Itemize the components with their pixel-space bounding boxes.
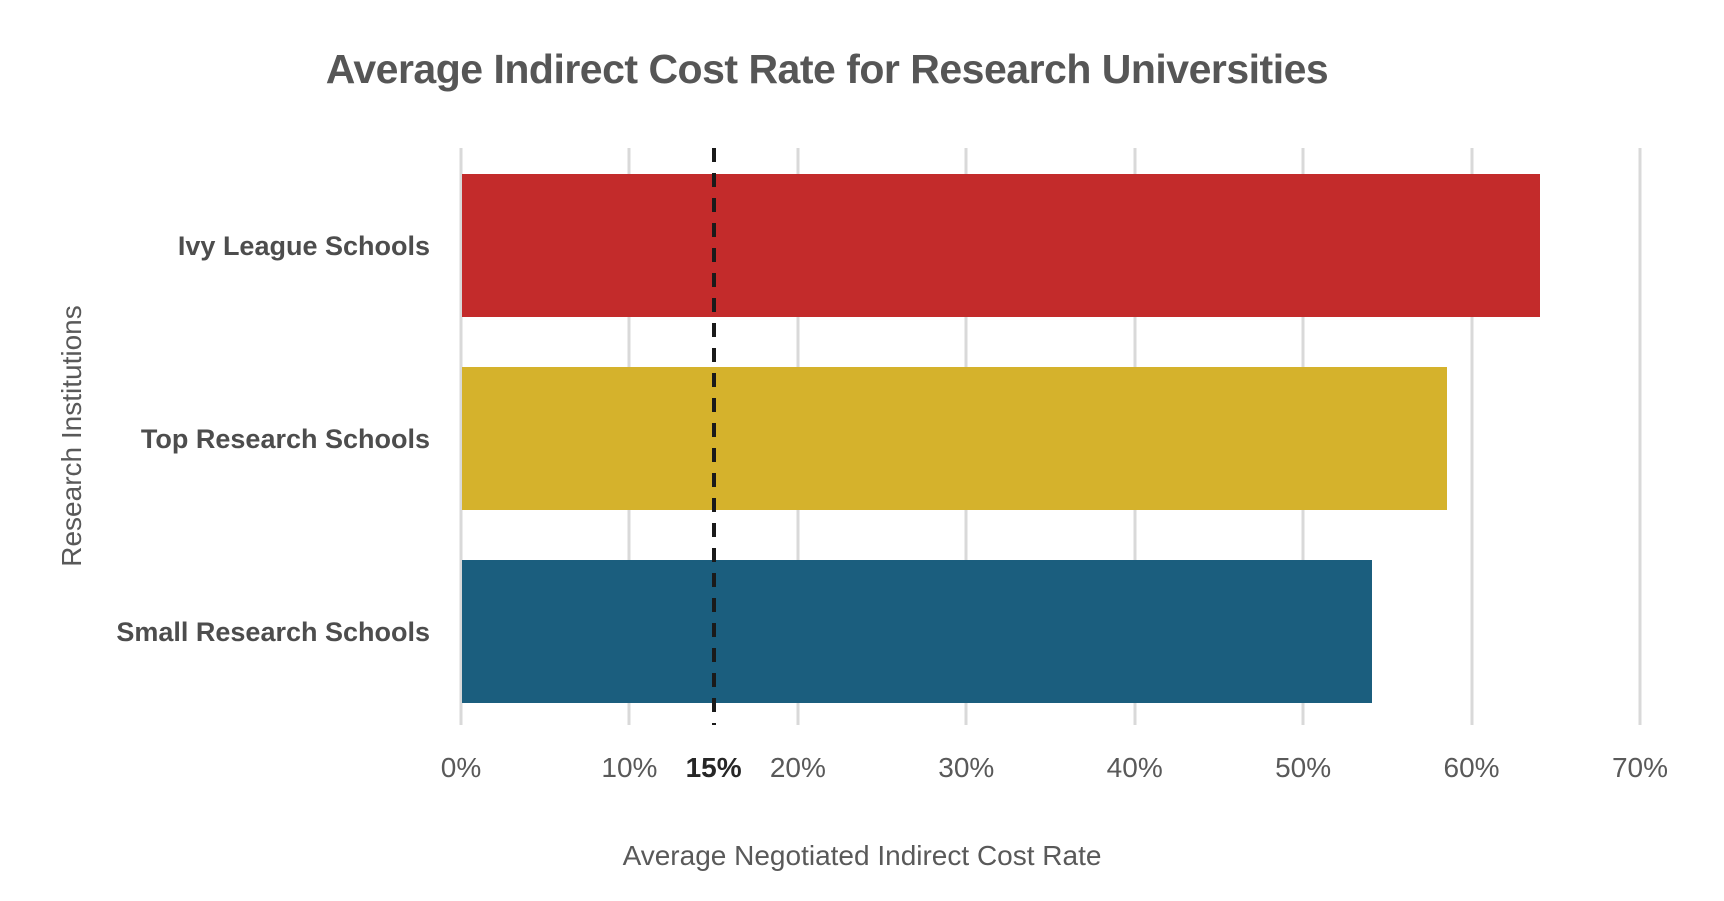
x-ref-tick-label-15pct: 15% bbox=[685, 752, 742, 783]
gridline-70pct bbox=[1638, 148, 1642, 725]
y-category-label-top-research-schools: Top Research Schools bbox=[140, 424, 430, 454]
x-axis-title: Average Negotiated Indirect Cost Rate bbox=[622, 840, 1102, 871]
x-tick-label-40pct: 40% bbox=[1106, 752, 1163, 783]
x-tick-label-50pct: 50% bbox=[1275, 752, 1332, 783]
plot-area bbox=[459, 148, 1642, 725]
x-tick-label-60pct: 60% bbox=[1443, 752, 1500, 783]
x-tick-label-70pct: 70% bbox=[1611, 752, 1669, 783]
chart-title: Average Indirect Cost Rate for Research … bbox=[325, 46, 1329, 92]
y-category-label-ivy-league-schools: Ivy League Schools bbox=[177, 231, 430, 261]
bar-top-research-schools bbox=[462, 367, 1448, 510]
x-tick-label-10pct: 10% bbox=[601, 752, 658, 783]
gridline-60pct bbox=[1470, 148, 1474, 725]
x-tick-label-20pct: 20% bbox=[769, 752, 826, 783]
x-tick-label-30pct: 30% bbox=[938, 752, 995, 783]
x-tick-label-0pct: 0% bbox=[440, 752, 482, 783]
reference-line-15pct bbox=[711, 148, 716, 725]
bar-ivy-league-schools bbox=[462, 174, 1540, 317]
gridline-0pct bbox=[459, 148, 463, 725]
bar-small-research-schools bbox=[462, 560, 1372, 703]
y-category-label-small-research-schools: Small Research Schools bbox=[116, 617, 430, 647]
